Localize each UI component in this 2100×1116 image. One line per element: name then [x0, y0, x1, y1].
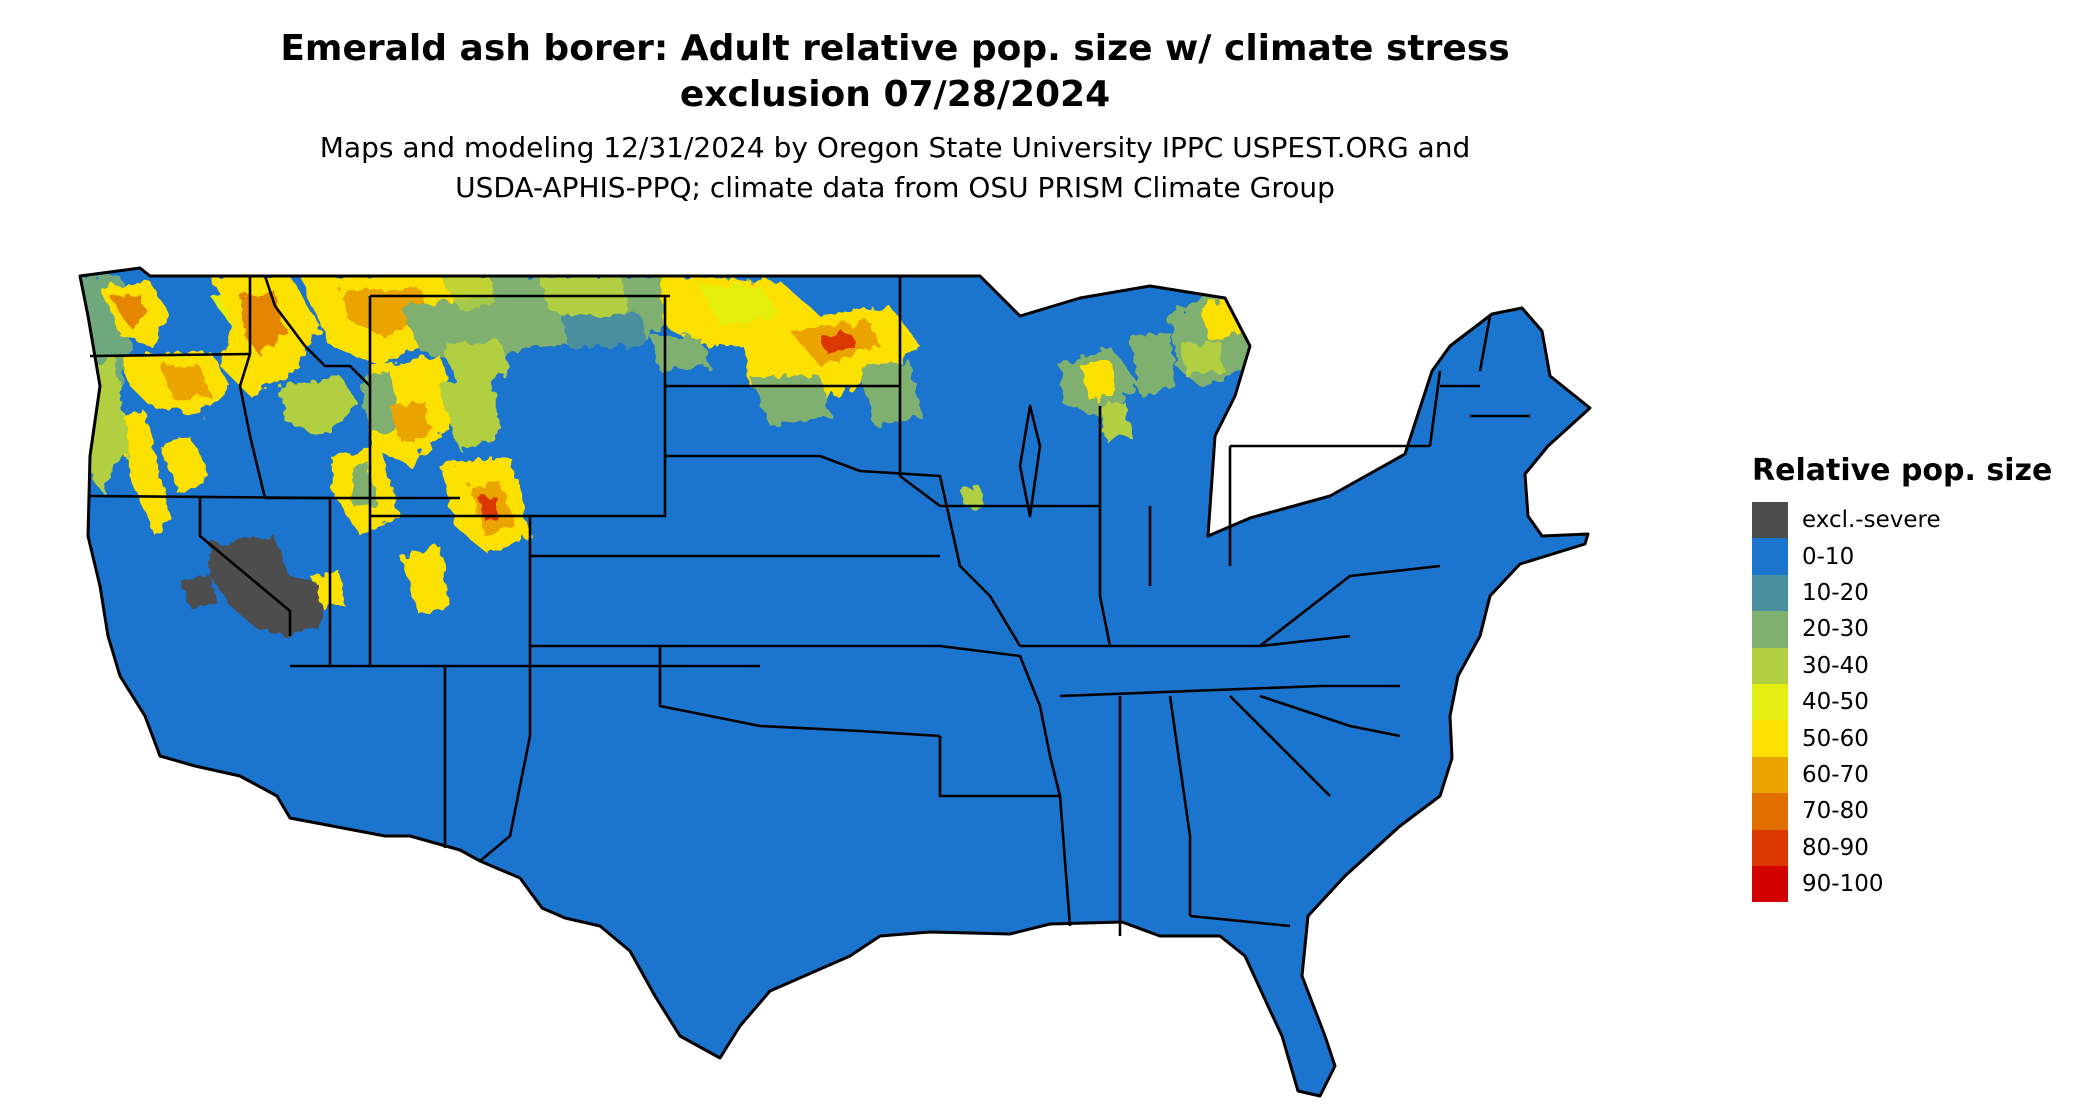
border-nc-sc	[1259, 694, 1401, 738]
legend-title: Relative pop. size	[1752, 453, 2053, 488]
border-minnesota-east	[898, 276, 941, 508]
patch-wi-red	[820, 333, 855, 352]
patch-appalachia	[960, 486, 985, 508]
patch-mn-lime	[700, 284, 780, 326]
patch-excl-west	[180, 576, 218, 608]
legend-label: 20-30	[1802, 616, 1869, 643]
state-borders	[78, 266, 1592, 1098]
legend-label: 90-100	[1802, 871, 1884, 898]
border-mississippi	[939, 644, 1072, 927]
patch-id-south	[280, 376, 360, 436]
legend-swatch	[1752, 756, 1788, 794]
patch-pnw-orange	[110, 294, 148, 328]
legend-item: 30-40	[1752, 647, 2082, 684]
border-lake-michigan	[1018, 404, 1042, 518]
patch-wi-green	[750, 376, 830, 426]
legend-swatch	[1752, 538, 1788, 575]
border-wy	[368, 296, 667, 518]
legend-label: 60-70	[1802, 761, 1869, 788]
legend-swatch	[1752, 683, 1788, 721]
patch-mt-lime	[440, 341, 510, 386]
border-va	[1259, 564, 1441, 648]
us-population-map	[78, 266, 1592, 1098]
legend-swatch	[1752, 720, 1788, 757]
legend-label: 50-60	[1802, 725, 1869, 752]
legend-swatch	[1752, 502, 1788, 539]
subtitle-line-2: USDA-APHIS-PPQ; climate data from OSU PR…	[455, 171, 1335, 204]
patch-ca-sierra	[120, 411, 170, 536]
border-sd-ne	[665, 454, 861, 473]
legend: Relative pop. size excl.-severe 0-10 10-20…	[1752, 453, 2082, 903]
patch-nd-lime	[540, 276, 630, 321]
border-ga-sc	[1229, 695, 1331, 797]
legend-swatch	[1752, 793, 1788, 830]
border-tn-south	[1059, 684, 1400, 698]
border-mt-south	[368, 294, 670, 386]
border-ar-la	[938, 736, 1060, 798]
legend-item: 40-50	[1752, 683, 2082, 721]
border-mt-id	[263, 275, 371, 387]
title-line-1: Emerald ash borer: Adult relative pop. s…	[280, 28, 1510, 69]
patch-me-lime	[1180, 341, 1225, 376]
patch-co-red	[478, 496, 500, 520]
patch-ny-yellow	[1080, 361, 1115, 401]
legend-swatch	[1752, 611, 1788, 648]
suitability-layer	[80, 276, 1280, 636]
legend-item: 0-10	[1752, 538, 2082, 575]
border-il-in	[1098, 406, 1112, 647]
legend-label: excl.-severe	[1802, 507, 1941, 534]
patch-mt-orange	[340, 288, 430, 336]
patch-nd-teal	[560, 314, 645, 348]
patch-or-orange	[160, 366, 210, 401]
title-line-2: exclusion 07/28/2024	[679, 74, 1111, 115]
patch-ny-lime	[1100, 401, 1130, 441]
legend-item: excl.-severe	[1752, 502, 2082, 539]
subtitle-line-1: Maps and modeling 12/31/2024 by Oregon S…	[319, 131, 1471, 164]
border-mo	[859, 469, 1022, 647]
legend-label: 70-80	[1802, 798, 1869, 825]
legend-item: 50-60	[1752, 720, 2082, 757]
legend-item: 20-30	[1752, 611, 2082, 648]
border-nm-tx	[479, 666, 532, 862]
border-ca-nv	[198, 498, 292, 636]
legend-item: 70-80	[1752, 793, 2082, 830]
patch-ca-lime	[100, 381, 130, 466]
patch-nv-yellow	[160, 436, 210, 496]
legend-swatch	[1752, 865, 1788, 903]
patch-vt-green	[1130, 331, 1175, 396]
legend-item: 10-20	[1752, 574, 2082, 612]
legend-label: 80-90	[1802, 834, 1869, 861]
border-new-england	[1428, 315, 1530, 447]
map-subtitle: Maps and modeling 12/31/2024 by Oregon S…	[0, 128, 1790, 208]
legend-swatch	[1752, 574, 1788, 612]
legend-label: 10-20	[1802, 579, 1869, 606]
country-outline	[78, 266, 1592, 1098]
legend-item: 80-90	[1752, 829, 2082, 866]
border-ga-fl	[1189, 914, 1291, 928]
map-title: Emerald ash borer: Adult relative pop. s…	[0, 26, 1790, 118]
legend-item: 60-70	[1752, 756, 2082, 794]
border-id-west	[238, 276, 267, 499]
patch-mi-green	[860, 361, 920, 426]
border-al-ga	[1168, 695, 1192, 916]
patch-nm-yellow	[400, 546, 450, 616]
patch-mn-green	[650, 336, 710, 371]
patch-excl-desert	[210, 536, 325, 636]
patch-wy-lime	[440, 376, 500, 451]
legend-swatch	[1752, 829, 1788, 866]
border-wa-or	[89, 352, 251, 358]
border-ok-tx	[658, 646, 941, 738]
legend-items: excl.-severe 0-10 10-20 20-30 30-40 40-50 50-6…	[1752, 502, 2082, 903]
legend-item: 90-100	[1752, 865, 2082, 903]
legend-label: 40-50	[1802, 689, 1869, 716]
legend-swatch	[1752, 647, 1788, 684]
legend-label: 30-40	[1802, 652, 1869, 679]
patch-wy-orange	[390, 401, 430, 441]
legend-label: 0-10	[1802, 543, 1855, 570]
